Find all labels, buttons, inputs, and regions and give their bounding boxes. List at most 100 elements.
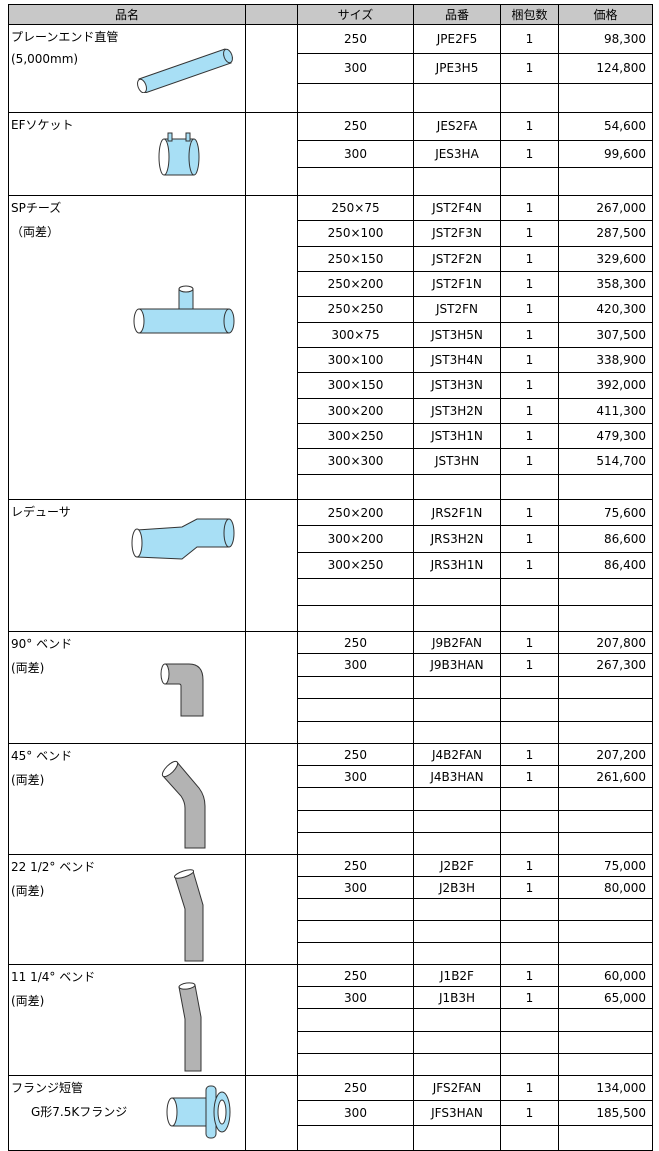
product-box: レデューサ bbox=[10, 501, 245, 631]
table-body: プレーンエンド直管 (5,000mm) 250 JPE2F5 1 98,300 300 JPE… bbox=[8, 23, 653, 1151]
blank-cell bbox=[245, 1075, 298, 1151]
header-cell bbox=[245, 4, 298, 25]
data-cell: 80,000 bbox=[558, 876, 653, 899]
table-row: 250×100 JST2F3N 1 287,500 bbox=[9, 220, 653, 247]
data-cell: 1 bbox=[500, 245, 559, 272]
product-box: プレーンエンド直管 (5,000mm) bbox=[10, 26, 245, 112]
product-name: SPチーズ bbox=[11, 201, 62, 215]
data-cell: 1 bbox=[500, 372, 559, 399]
table-row bbox=[9, 920, 653, 943]
data-cell: J1B3H bbox=[413, 986, 501, 1010]
product-cell: 45° ベンド (両差) bbox=[8, 743, 246, 855]
data-cell: 392,000 bbox=[558, 372, 653, 399]
data-cell bbox=[413, 787, 501, 811]
icon bbox=[178, 982, 202, 1072]
table-row: 300×300 JST3HN 1 514,700 bbox=[9, 448, 653, 475]
data-cell: 300×150 bbox=[297, 372, 414, 399]
data-cell bbox=[558, 720, 653, 745]
data-cell bbox=[297, 578, 414, 606]
data-cell bbox=[558, 920, 653, 943]
table-row: 90° ベンド (両差) 250 J9B2FAN 1 207,800 bbox=[8, 630, 653, 744]
product-icon bbox=[159, 758, 219, 853]
data-cell bbox=[558, 898, 653, 921]
product-box: 22 1/2° ベンド (両差) bbox=[10, 856, 245, 964]
data-cell bbox=[297, 787, 414, 811]
data-cell: JST2F1N bbox=[413, 270, 501, 298]
product-icon bbox=[129, 281, 239, 344]
data-cell bbox=[297, 82, 414, 114]
data-cell bbox=[500, 942, 559, 965]
data-cell: 300 bbox=[297, 53, 414, 84]
data-cell bbox=[558, 1008, 653, 1032]
table-row: プレーンエンド直管 (5,000mm) 250 JPE2F5 1 98,300 bbox=[8, 23, 653, 113]
data-cell bbox=[297, 675, 414, 700]
data-cell bbox=[500, 578, 559, 606]
data-cell: 250 bbox=[297, 963, 414, 988]
data-cell: 420,300 bbox=[558, 296, 653, 323]
data-cell: J1B2F bbox=[413, 963, 501, 988]
data-cell: 1 bbox=[500, 397, 559, 424]
product-box: 90° ベンド (両差) bbox=[10, 633, 245, 743]
data-cell bbox=[413, 698, 501, 722]
product-icon bbox=[127, 515, 237, 568]
table-row bbox=[9, 675, 653, 700]
product-name: 22 1/2° ベンド bbox=[11, 860, 96, 874]
data-cell: 300 bbox=[297, 876, 414, 899]
data-cell: 1 bbox=[500, 854, 559, 877]
data-cell: 300 bbox=[297, 986, 414, 1010]
data-cell: 479,300 bbox=[558, 422, 653, 450]
table-row bbox=[9, 720, 653, 745]
table-row: 300 J2B3H 1 80,000 bbox=[9, 876, 653, 899]
data-cell: JRS3H1N bbox=[413, 551, 501, 580]
data-cell: 1 bbox=[500, 448, 559, 475]
table-row: 11 1/4° ベンド (両差) 250 J1B2F 1 60,000 bbox=[8, 963, 653, 1076]
data-cell: 65,000 bbox=[558, 986, 653, 1010]
data-cell: 207,800 bbox=[558, 630, 653, 655]
data-cell: 207,200 bbox=[558, 742, 653, 767]
data-cell bbox=[500, 473, 559, 501]
data-cell bbox=[297, 698, 414, 722]
header-row: 品名 サイズ 品番 梱包数 価格 bbox=[8, 4, 653, 25]
data-cell: 300×250 bbox=[297, 551, 414, 580]
data-cell bbox=[500, 604, 559, 633]
data-cell: 99,600 bbox=[558, 139, 653, 169]
data-cell: 250×250 bbox=[297, 296, 414, 323]
data-cell: 300×200 bbox=[297, 525, 414, 553]
table-row bbox=[9, 82, 653, 114]
header-cell: 品番 bbox=[413, 4, 501, 25]
table-row: レデューサ 250×200 JRS2F1N 1 75,600 bbox=[8, 498, 653, 632]
data-cell bbox=[413, 1125, 501, 1151]
data-cell bbox=[500, 1030, 559, 1054]
data-cell bbox=[297, 809, 414, 833]
product-cell: 22 1/2° ベンド (両差) bbox=[8, 854, 246, 965]
table-row: 250×250 JST2FN 1 420,300 bbox=[9, 296, 653, 323]
data-cell: 250 bbox=[297, 23, 414, 55]
data-cell: 338,900 bbox=[558, 346, 653, 374]
data-cell: 1 bbox=[500, 1100, 559, 1126]
data-cell bbox=[297, 920, 414, 943]
data-cell: JST3HN bbox=[413, 448, 501, 475]
blank-cell bbox=[245, 854, 298, 965]
table-row: 300 JES3HA 1 99,600 bbox=[9, 139, 653, 169]
data-cell bbox=[500, 82, 559, 114]
product-box: 11 1/4° ベンド (両差) bbox=[10, 966, 245, 1075]
product-cell: プレーンエンド直管 (5,000mm) bbox=[8, 24, 246, 113]
data-cell: 300 bbox=[297, 139, 414, 169]
data-cell bbox=[500, 698, 559, 722]
data-cell: 86,600 bbox=[558, 525, 653, 553]
table-row: 300 J1B3H 1 65,000 bbox=[9, 986, 653, 1010]
table-row: 250×150 JST2F2N 1 329,600 bbox=[9, 245, 653, 272]
data-cell: 1 bbox=[500, 296, 559, 323]
data-cell bbox=[500, 809, 559, 833]
product-note: (両差) bbox=[11, 884, 45, 898]
product-box: EFソケット bbox=[10, 114, 245, 195]
data-cell bbox=[558, 942, 653, 965]
table-row bbox=[9, 898, 653, 921]
product-cell: EFソケット bbox=[8, 112, 246, 196]
data-cell: 307,500 bbox=[558, 321, 653, 348]
product-note: (5,000mm) bbox=[11, 52, 79, 66]
product-note: (両差) bbox=[11, 994, 45, 1008]
data-cell: 250 bbox=[297, 742, 414, 767]
header-cell: 価格 bbox=[558, 4, 653, 25]
data-cell bbox=[558, 675, 653, 700]
